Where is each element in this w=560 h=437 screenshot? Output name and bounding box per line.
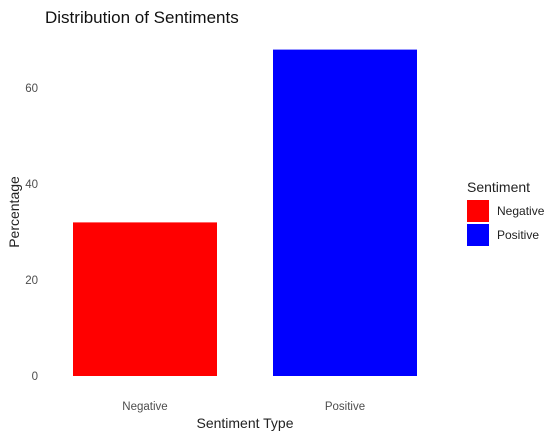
x-axis-ticks: Negative Positive	[122, 401, 365, 413]
y-tick-label: 40	[25, 179, 38, 191]
legend-title: Sentiment	[467, 179, 530, 195]
chart-title: Distribution of Sentiments	[45, 8, 239, 27]
legend: Sentiment Negative Positive	[467, 179, 545, 246]
legend-label: Negative	[497, 204, 545, 218]
y-axis-title: Percentage	[6, 176, 22, 248]
y-tick-label: 60	[25, 83, 38, 95]
legend-key-positive	[467, 224, 489, 246]
x-tick-label: Positive	[325, 401, 365, 413]
x-axis-title: Sentiment Type	[196, 415, 293, 431]
legend-items: Negative Positive	[467, 200, 545, 246]
bars-group	[73, 49, 417, 376]
y-tick-label: 0	[32, 371, 38, 383]
legend-label: Positive	[497, 228, 539, 242]
x-tick-label: Negative	[122, 401, 167, 413]
legend-key-negative	[467, 200, 489, 222]
y-axis-ticks: 0 20 40 60	[25, 83, 38, 383]
y-tick-label: 20	[25, 275, 38, 287]
bar-positive	[273, 49, 417, 376]
bar-negative	[73, 222, 217, 376]
